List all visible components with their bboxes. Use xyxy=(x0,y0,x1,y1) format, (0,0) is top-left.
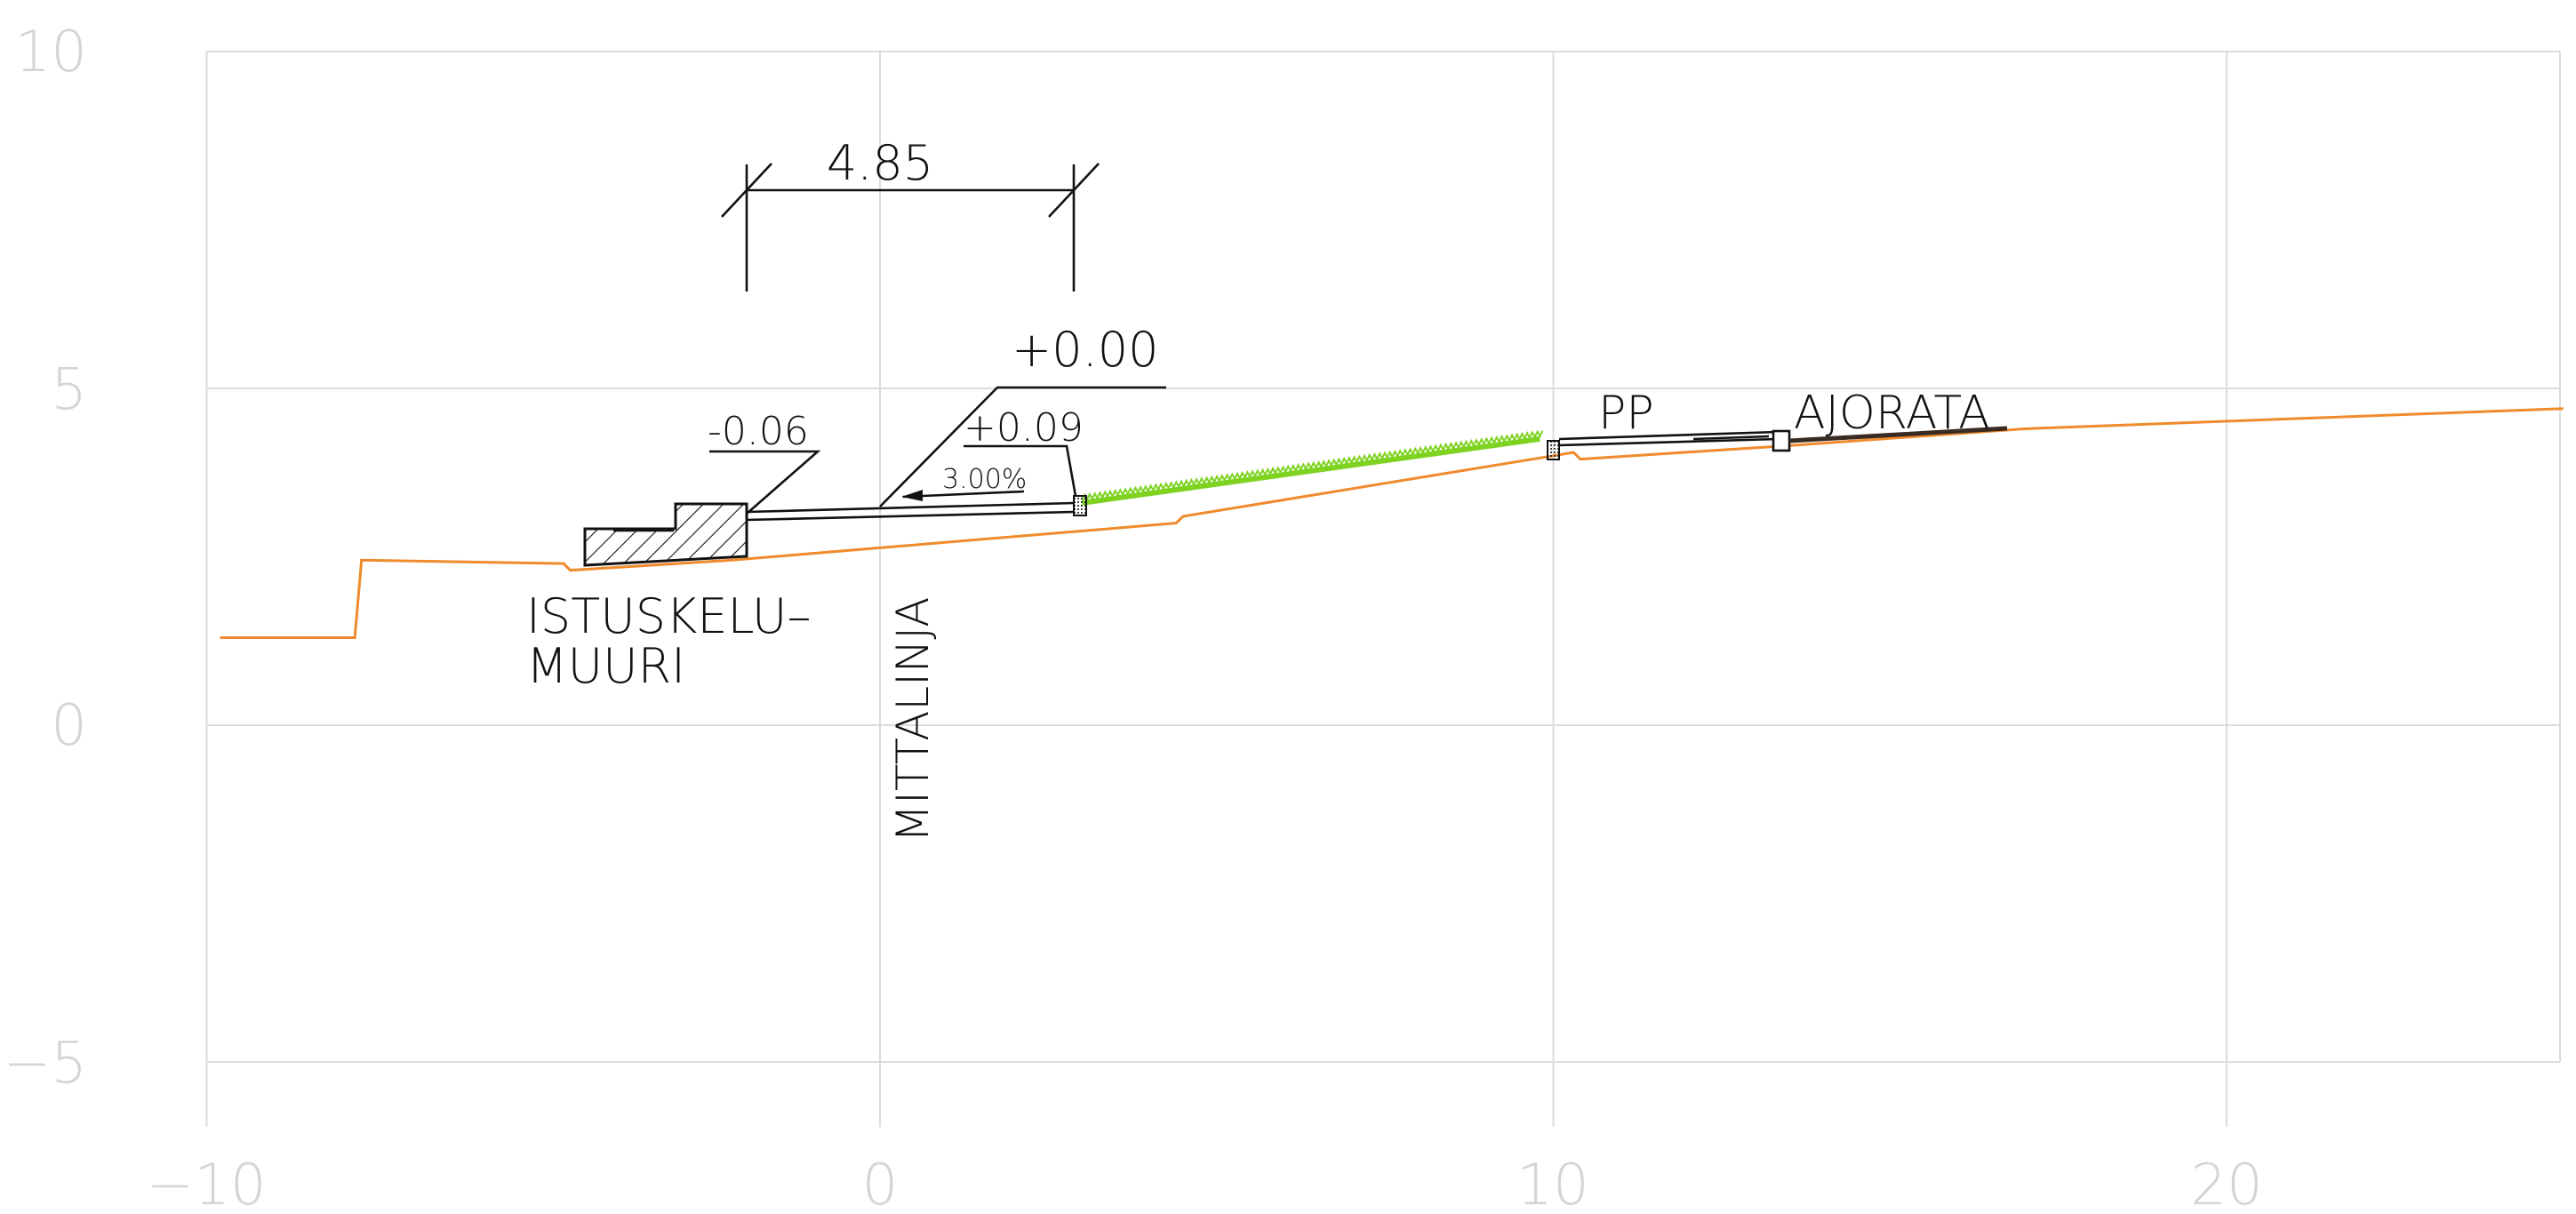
grass-slope-line xyxy=(1081,435,1540,506)
pp-label: PP xyxy=(1598,387,1654,440)
x-tick-label: 10 xyxy=(1516,1153,1588,1214)
level-left-leader xyxy=(709,450,821,515)
slope-arrow-line xyxy=(902,490,1025,499)
grid xyxy=(205,51,2561,1127)
slope-annotation: 3.00% xyxy=(901,464,1027,501)
pp-top xyxy=(1558,430,1779,441)
level-mid-leader xyxy=(964,444,1077,497)
level-left: -0.06 xyxy=(708,409,821,515)
level-mid-label: +0.09 xyxy=(964,405,1084,451)
pp-bottom xyxy=(1558,437,1779,447)
grass-slope xyxy=(1081,429,1544,506)
grass-tufts xyxy=(1081,429,1544,502)
level-mid: +0.09 xyxy=(964,405,1084,497)
y-tick-label: 10 xyxy=(15,20,87,85)
seating-wall xyxy=(583,502,748,567)
roadway-surface xyxy=(1788,426,2008,443)
dimension-tick-left xyxy=(721,163,772,218)
walkway-bottom xyxy=(746,510,1075,522)
slope-arrowhead xyxy=(901,490,923,501)
curb-stone-right xyxy=(1547,440,1560,460)
pp-pavement xyxy=(1547,426,2008,460)
ground-line xyxy=(220,407,2564,639)
dimension-label: 4.85 xyxy=(827,135,933,191)
seating-wall-label-line1: ISTUSKELU– xyxy=(526,588,811,644)
seating-wall-label-line2: MUURI xyxy=(526,638,685,694)
y-tick-label: 0 xyxy=(51,693,87,759)
slope-label: 3.00% xyxy=(942,464,1027,495)
level-main: +0.00 xyxy=(879,322,1166,507)
dimension-tick-right xyxy=(1048,163,1100,218)
level-left-label: -0.06 xyxy=(708,409,809,454)
y-tick-label: 5 xyxy=(51,357,87,423)
walkway-pavement xyxy=(745,501,1075,556)
pp-dashes xyxy=(1692,435,1770,441)
y-axis-ticks: 10 5 0 −5 xyxy=(4,20,87,1097)
roadway-label: AJORATA xyxy=(1794,387,1990,440)
x-axis-ticks: −10 0 10 20 xyxy=(146,1153,2262,1214)
level-main-label: +0.00 xyxy=(1012,322,1158,378)
y-tick-label: −5 xyxy=(4,1031,87,1097)
level-main-leader xyxy=(879,386,1166,507)
curb-stone-left xyxy=(1073,495,1087,516)
dimension-4-85: 4.85 xyxy=(721,135,1100,292)
walkway-top xyxy=(746,501,1075,514)
x-tick-label: 0 xyxy=(862,1153,899,1214)
x-tick-label: 20 xyxy=(2190,1153,2262,1214)
roadway-curb xyxy=(1772,429,1791,452)
survey-line-label: MITTALINJA xyxy=(887,597,939,843)
seating-wall-shape xyxy=(583,502,748,567)
x-tick-label: −10 xyxy=(146,1153,266,1214)
